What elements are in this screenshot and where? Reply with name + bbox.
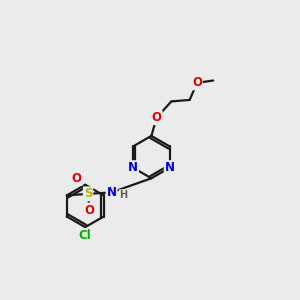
Text: N: N [106, 186, 117, 199]
Text: N: N [165, 161, 175, 174]
Text: Cl: Cl [79, 229, 92, 242]
Text: N: N [128, 161, 138, 174]
Text: H: H [119, 190, 128, 200]
Text: S: S [84, 188, 92, 200]
Text: O: O [192, 76, 202, 89]
Text: O: O [85, 204, 94, 217]
Text: O: O [72, 172, 82, 185]
Text: O: O [152, 111, 162, 124]
